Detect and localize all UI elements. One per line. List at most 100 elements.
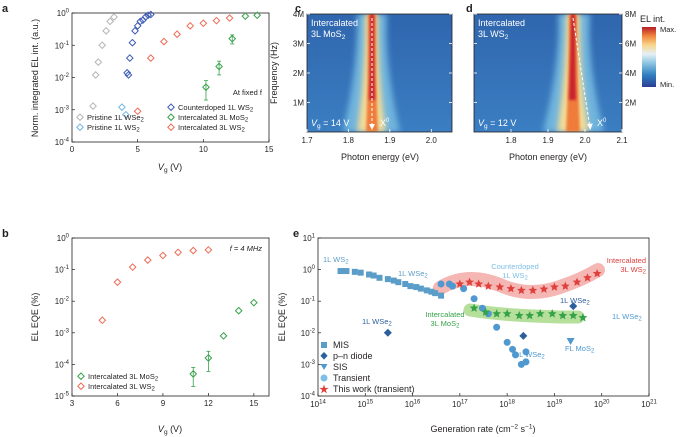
panel-b-frame (71, 237, 270, 397)
data-point (225, 14, 234, 22)
data-point (136, 17, 145, 26)
legend-item-pristine-wse2: Pristine 1L WSe2 (76, 113, 145, 124)
this-work-point (469, 303, 479, 312)
x-tick-label: 12 (204, 399, 213, 408)
data-point (234, 306, 243, 315)
this-work-point (506, 284, 516, 293)
legend-label: Intercalated 3L MoS2 (178, 113, 249, 124)
legend-label: Pristine 1L WS2 (87, 123, 140, 134)
y-tick-label: 1M (293, 99, 304, 108)
data-point (123, 68, 132, 77)
this-work-ws2-band (433, 263, 605, 299)
legend-item-intercalated-ws2: Intercalated 3L WS2 (77, 382, 156, 393)
this-work-point (578, 313, 588, 322)
x-tick-label: 10 (199, 145, 208, 154)
this-work-point (583, 273, 592, 282)
transient-point (509, 345, 517, 353)
y-tick-label: 8M (625, 10, 636, 19)
mis-point (384, 276, 391, 283)
this-work-point (517, 285, 526, 295)
data-point (146, 10, 155, 19)
data-point (202, 83, 210, 92)
panel-d-exciton-label: X0 (597, 118, 607, 128)
colorbar-min-label: Min. (660, 80, 674, 89)
this-work-point (572, 277, 582, 286)
pn-diode-point (383, 328, 392, 337)
x-tick-label: 1020 (594, 400, 610, 410)
this-work-point (547, 309, 557, 318)
x-tick-label: 5 (135, 145, 140, 154)
legend-marker (320, 352, 328, 360)
legend-marker (320, 364, 328, 370)
annotation-intercalated-ws2-2: 3L WS2 (620, 265, 646, 276)
y-tick-label: 10-1 (55, 41, 70, 51)
annotation-wse2-far: 1L WSe2 (612, 312, 642, 323)
this-work-point (455, 279, 465, 288)
panel-c-ticks: 1.7 1.8 1.9 2.0 4M 3M 2M 1M (293, 10, 452, 145)
transient-point (470, 295, 478, 303)
legend-marker (77, 382, 85, 391)
mis-point (407, 283, 414, 290)
y-tick-label: 4M (625, 69, 636, 78)
y-tick-label: 6M (625, 40, 636, 49)
x-tick-label: 1018 (499, 400, 515, 410)
this-work-point (539, 284, 549, 293)
transient-point (522, 348, 530, 356)
legend-marker (77, 372, 85, 381)
panel-d-ticks: 1.8 1.9 2.0 2.1 8M 6M 4M 2M (474, 10, 636, 145)
colorbar-title: EL int. (640, 14, 665, 24)
data-point (146, 54, 155, 62)
y-tick-label: 3M (293, 40, 304, 49)
legend-item-counterdoped-ws2: Counterdoped 1L WS2 (167, 103, 254, 114)
x-tick-label: 1019 (547, 400, 563, 410)
colorbar-max-label: Max. (660, 25, 676, 34)
panel-c-xlabel: Photon energy (eV) (341, 152, 419, 162)
data-point (219, 331, 228, 340)
annotation-intercalated-mos2: Intercalated (425, 310, 464, 319)
transient-point (493, 323, 501, 331)
this-work-point (560, 281, 570, 290)
legend-marker (167, 113, 175, 122)
data-point (189, 246, 198, 255)
mis-point (357, 269, 364, 276)
panel-a-xlabel: Vg (V) (158, 162, 182, 174)
data-point (106, 17, 114, 26)
y-tick-label: 2M (293, 69, 304, 78)
panel-a-ticks: 0 5 10 15 100 10-1 10-2 10-3 10-4 (55, 9, 274, 155)
panel-b-marks (98, 245, 258, 387)
panel-c-title: Intercalated (311, 18, 358, 28)
legend-marker (167, 103, 175, 112)
panel-e: e 1014 1015 1016 1017 1018 1019 1020 1021 101 100… (277, 228, 657, 434)
data-point (131, 26, 139, 35)
data-point (212, 16, 221, 25)
colorbar: EL int. Max. Min. (640, 14, 676, 89)
y-tick-label: 10-4 (55, 360, 70, 370)
x-tick-label: 2.0 (579, 136, 591, 145)
panel-d-title-2: 3L WS2 (478, 29, 509, 41)
legend-label: Transient (333, 373, 371, 383)
panel-e-ticks: 1014 1015 1016 1017 1018 1019 1020 1021 101 100 10… (301, 234, 658, 410)
data-point (94, 58, 103, 67)
panel-e-frame (317, 237, 650, 397)
data-point (189, 370, 198, 378)
legend-label: SIS (333, 362, 348, 372)
data-point (124, 71, 133, 79)
data-point (102, 26, 111, 35)
y-tick-label: 100 (57, 9, 70, 19)
this-work-point (483, 281, 493, 290)
panel-a-legend: Pristine 1L WSe2 Pristine 1L WS2 Counter… (76, 103, 254, 134)
mis-point (438, 292, 445, 299)
annotation-wse2-right: 1L WSe2 (560, 296, 590, 307)
x-tick-label: 1015 (357, 400, 373, 410)
panel-e-legend: MIS p–n diode SIS Transient This work (t… (319, 340, 415, 394)
y-tick-label: 10-1 (301, 297, 316, 307)
legend-item-intercalated-ws2: Intercalated 3L WS2 (167, 123, 246, 134)
data-point (89, 102, 97, 110)
data-point (253, 11, 262, 20)
panel-c: c 1.7 1.8 1.9 2.0 4M 3M 2M 1M Intercalated 3L M… (269, 3, 453, 162)
legend-label: Intercalated 3L WS2 (88, 382, 156, 393)
this-work-point (481, 307, 490, 316)
data-point (241, 12, 250, 21)
panel-c-exciton-label: X0 (380, 118, 390, 128)
